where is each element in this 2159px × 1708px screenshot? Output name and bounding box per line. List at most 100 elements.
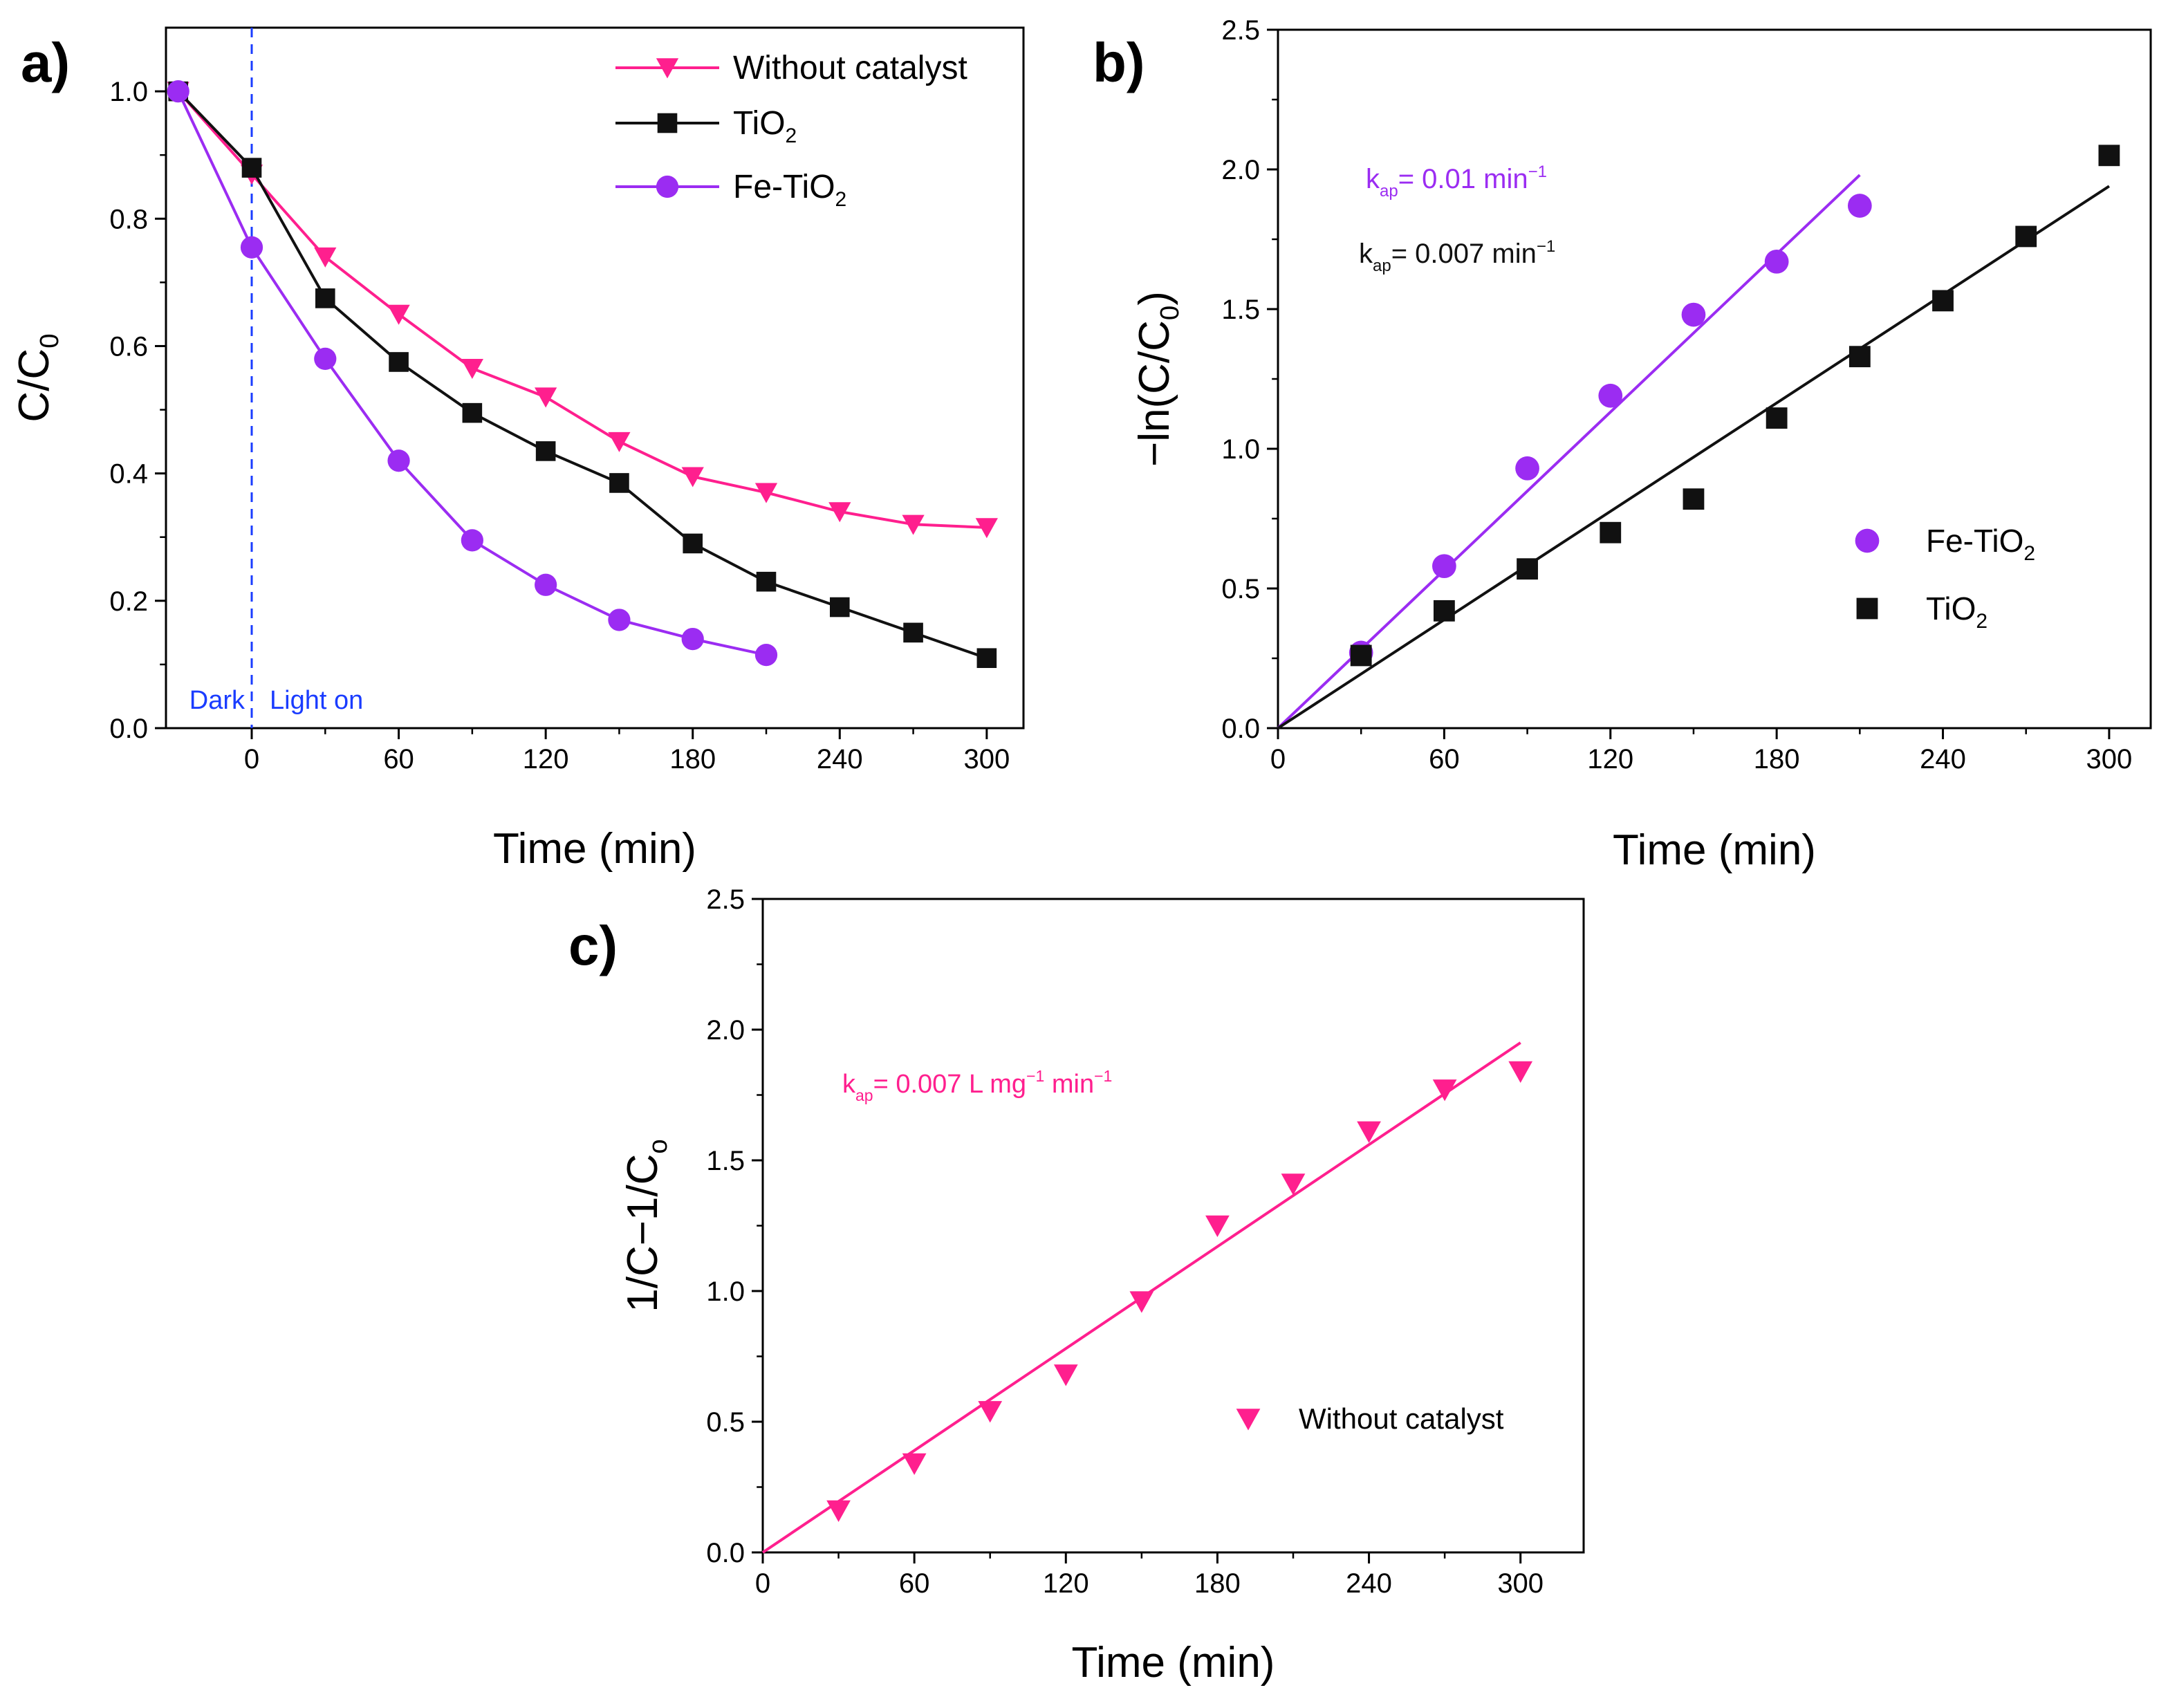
legend-label: TiO2 <box>1926 591 1987 633</box>
series-line-0 <box>177 90 987 529</box>
data-point <box>314 347 337 370</box>
x-tick-label: 300 <box>2086 744 2133 774</box>
data-point <box>1432 554 1456 579</box>
x-tick-label: 180 <box>1194 1568 1241 1599</box>
data-point <box>681 467 704 488</box>
x-tick-label: 60 <box>383 744 414 774</box>
data-point <box>1681 302 1706 327</box>
x-tick-label: 120 <box>1587 744 1633 774</box>
x-tick-label: 60 <box>1429 744 1460 774</box>
y-tick-label: 2.0 <box>1221 155 1260 185</box>
y-axis-label: C/C0 <box>10 333 64 422</box>
data-point <box>1053 1364 1078 1386</box>
y-tick-label: 0.0 <box>109 714 148 744</box>
data-point <box>461 529 483 552</box>
plot-frame <box>761 898 1585 1554</box>
legend-marker <box>656 175 679 198</box>
data-point <box>1432 1079 1457 1102</box>
x-tick-label: 300 <box>1497 1568 1544 1599</box>
data-point <box>1766 407 1788 429</box>
x-tick-label: 180 <box>669 744 716 774</box>
y-tick-label: 0.4 <box>109 459 148 490</box>
y-tick-label: 2.5 <box>706 884 745 915</box>
rate-constant-annotation: kap= 0.01 min−1 <box>1366 163 1547 201</box>
data-point <box>535 387 557 408</box>
dark-annotation: Dark <box>189 686 245 715</box>
y-tick-label: 1.0 <box>1221 434 1260 465</box>
y-tick-label: 1.0 <box>109 77 148 107</box>
panel-b: b) 0 60 120 180 240 300 0.0 0.5 1.0 1.5 2.0 2.5 Time … <box>1093 15 2152 874</box>
data-point <box>826 1500 851 1523</box>
fit-line-1 <box>1277 185 2110 730</box>
data-point <box>1281 1173 1306 1196</box>
data-point <box>1764 249 1789 274</box>
data-point <box>1848 346 1871 368</box>
data-point <box>1357 1121 1381 1143</box>
legend-marker <box>657 113 678 133</box>
data-point <box>1683 488 1705 510</box>
legend-label: Without catalyst <box>1299 1402 1504 1435</box>
data-point <box>387 304 410 325</box>
y-tick-label: 0.8 <box>109 204 148 234</box>
y-axis-label: −ln(C/C0) <box>1131 291 1185 467</box>
data-point <box>461 358 483 380</box>
legend-marker <box>1856 597 1878 620</box>
data-point <box>609 473 629 493</box>
data-point <box>389 352 409 372</box>
data-point <box>1932 290 1954 312</box>
data-point <box>1515 456 1539 481</box>
panel-label: a) <box>21 32 70 93</box>
data-point <box>829 597 850 618</box>
series-line-1 <box>177 90 988 660</box>
data-point <box>1600 521 1622 544</box>
y-tick-label: 2.5 <box>1221 15 1260 46</box>
y-tick-label: 2.0 <box>706 1015 745 1046</box>
data-point <box>608 431 631 452</box>
x-tick-label: 240 <box>1346 1568 1392 1599</box>
legend-label: TiO2 <box>733 105 797 147</box>
fit-line-0 <box>1277 174 1861 730</box>
data-point <box>1129 1291 1154 1313</box>
x-tick-label: 0 <box>755 1568 770 1599</box>
panel-c: c) 0 60 120 180 240 300 0.0 0.5 1.0 1.5 2.0 2.5 Time … <box>568 884 1585 1687</box>
data-point <box>902 514 925 535</box>
legend-marker <box>656 58 679 79</box>
legend-marker <box>1236 1409 1261 1431</box>
data-point <box>1847 194 1872 218</box>
y-tick-label: 0.2 <box>109 586 148 617</box>
y-tick-label: 1.5 <box>706 1146 745 1176</box>
rate-constant-annotation: kap= 0.007 min−1 <box>1359 237 1555 275</box>
data-point <box>681 627 704 651</box>
data-point <box>683 533 703 554</box>
x-tick-label: 0 <box>244 744 259 774</box>
data-point <box>462 402 483 423</box>
data-point <box>1598 383 1623 408</box>
data-point <box>1508 1061 1533 1083</box>
x-tick-label: 300 <box>963 744 1010 774</box>
data-point <box>1517 558 1538 580</box>
data-point <box>535 573 557 596</box>
data-point <box>1350 644 1372 667</box>
light-annotation: Light on <box>270 686 363 715</box>
plot-frame <box>165 26 1025 730</box>
data-point <box>315 288 335 308</box>
panel-label: c) <box>568 915 618 976</box>
y-axis-label: 1/C−1/Co <box>619 1139 673 1312</box>
x-tick-label: 120 <box>523 744 569 774</box>
x-tick-label: 60 <box>899 1568 930 1599</box>
x-axis-label: Time (min) <box>493 825 696 873</box>
data-point <box>387 449 410 472</box>
y-tick-label: 1.5 <box>1221 295 1260 325</box>
data-point <box>608 609 631 631</box>
data-point <box>828 502 851 523</box>
y-tick-label: 0.5 <box>1221 574 1260 604</box>
legend-label: Fe-TiO2 <box>1926 523 2035 565</box>
data-point <box>754 643 778 667</box>
data-point <box>240 236 263 259</box>
y-tick-label: 1.0 <box>706 1277 745 1307</box>
x-axis-label: Time (min) <box>1072 1639 1275 1687</box>
legend-marker <box>1855 528 1880 553</box>
y-tick-label: 0.0 <box>1221 714 1260 744</box>
x-tick-label: 0 <box>1270 744 1286 774</box>
